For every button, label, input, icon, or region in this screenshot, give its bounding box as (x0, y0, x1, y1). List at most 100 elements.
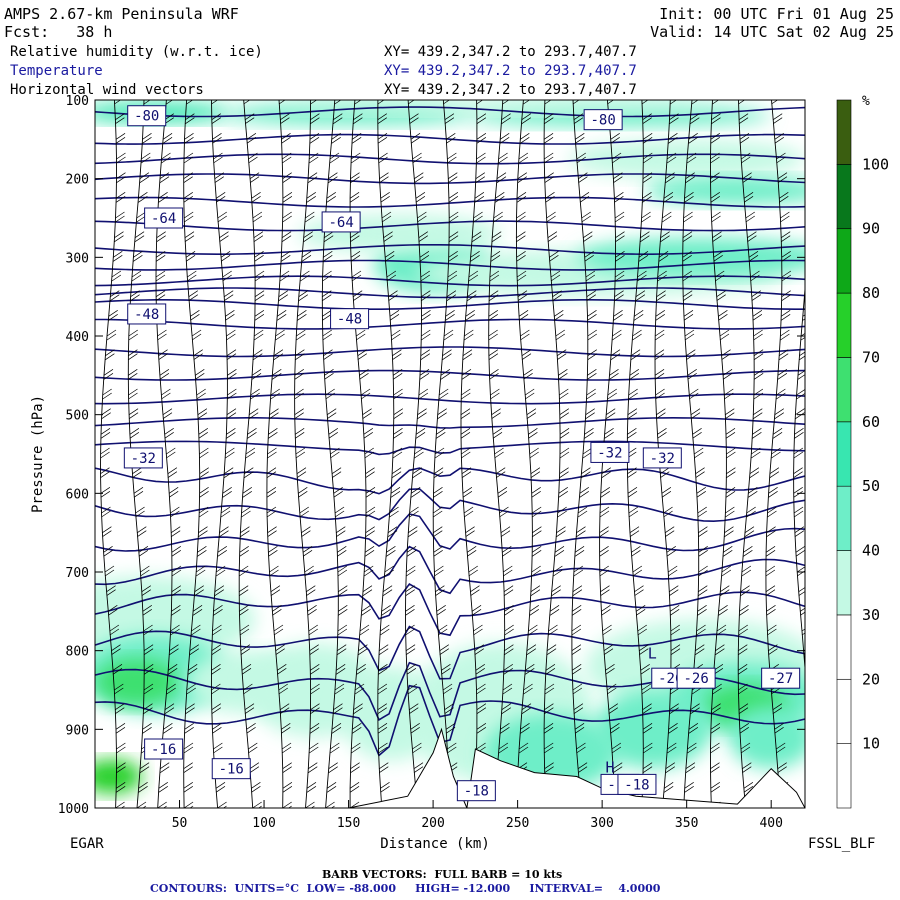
isotherm-label: -64 (321, 211, 361, 233)
isotherm-label: -64 (144, 207, 184, 229)
x-tick-label: 100 (252, 816, 275, 831)
isotherm-label-text: -32 (131, 451, 156, 467)
isotherm-label-box (127, 105, 167, 127)
field-rh-xy: XY= 439.2,347.2 to 293.7,407.7 (384, 44, 637, 60)
barb-legend: BARB VECTORS: FULL BARB = 10 kts (322, 868, 563, 881)
barb-feathers (765, 100, 792, 808)
isotherm-label: -32 (123, 447, 163, 469)
field-wind-name: Horizontal wind vectors (10, 82, 204, 98)
x-tick-label: 150 (337, 816, 360, 831)
rh-blob (95, 658, 180, 706)
barb-feathers (627, 100, 653, 808)
isotherm-label: -16 (211, 758, 251, 780)
y-tick-label: 700 (66, 566, 89, 581)
isotherm-label-box (211, 758, 251, 780)
barb-feathers (349, 100, 376, 808)
colorbar-label: 70 (862, 348, 880, 366)
barb-feathers (543, 100, 570, 808)
colorbar-bin (836, 228, 852, 294)
isotherm-label-text: -80 (590, 113, 615, 129)
contour-labels: -80-80-64-64-48-48-32-32-32-16-16-18-17-… (123, 105, 801, 802)
field-temp-xy: XY= 439.2,347.2 to 293.7,407.7 (384, 63, 637, 79)
colorbar-label: 100 (862, 155, 889, 173)
isotherm-label-box (642, 447, 682, 469)
isotherm-label: -80 (127, 105, 167, 127)
isotherm-label-box (144, 738, 184, 760)
isotherm-label-box (330, 308, 370, 330)
isotherm-label-text: -80 (134, 109, 159, 125)
barb-feathers (793, 295, 805, 655)
isotherm-label-text: -16 (219, 762, 244, 778)
y-tick-label: 600 (66, 487, 89, 502)
x-tick-label: 350 (675, 816, 698, 831)
colorbar-bin (836, 357, 852, 423)
isotherm-label-box (321, 211, 361, 233)
isotherm-label-text: -32 (597, 445, 622, 461)
field-wind-xy: XY= 439.2,347.2 to 293.7,407.7 (384, 82, 637, 98)
colorbar-bin (836, 485, 852, 551)
colorbar-bin (836, 164, 852, 230)
colorbar-label: 80 (862, 284, 880, 302)
init-time: Init: 00 UTC Fri 01 Aug 25 (659, 5, 894, 23)
x-axis-title: Distance (km) (380, 836, 490, 852)
colorbar-bin (836, 292, 852, 358)
isotherm-label: -18 (617, 773, 657, 795)
isotherm-label-box (456, 780, 496, 802)
isotherm-label-box (123, 447, 163, 469)
y-tick-label: 100 (66, 94, 89, 109)
x-start-station: EGAR (70, 836, 104, 852)
model-title: AMPS 2.67-km Peninsula WRF (4, 5, 239, 23)
barb-feathers (294, 100, 320, 808)
isotherm-line (95, 244, 805, 255)
barb-feathers (211, 100, 237, 808)
barb-feathers (322, 100, 348, 808)
barb-feathers (405, 100, 431, 808)
y-tick-label: 800 (66, 645, 89, 660)
isotherm-label-box (676, 667, 716, 689)
terrain-mask (95, 727, 805, 808)
barb-feathers (654, 100, 681, 808)
isotherm-line (95, 196, 805, 208)
colorbar-label: 90 (862, 220, 880, 238)
isotherm-label-text: -64 (328, 215, 353, 231)
x-tick-label: 50 (172, 816, 188, 831)
isotherm-label-text: -48 (337, 312, 362, 328)
axes: 100 200 300 400 500 600 700 800 900 1000 50 100 150 2… (58, 94, 805, 831)
colorbar-label: 60 (862, 413, 880, 431)
isotherm-label: -32 (590, 441, 630, 463)
field-temp-name: Temperature (10, 63, 103, 79)
isotherm-label-text: -32 (650, 451, 675, 467)
y-axis-title: Pressure (hPa) (30, 395, 46, 513)
barb-feathers (155, 100, 182, 808)
barb-feathers (738, 100, 764, 808)
isotherm-label-text: -27 (768, 671, 793, 687)
isotherm-label-text: -48 (134, 307, 159, 323)
barb-feathers (266, 100, 293, 808)
isotherm-line (95, 467, 805, 495)
pressure-marker: L (648, 645, 657, 663)
colorbar-bin (836, 421, 852, 487)
isotherm-label-text: -18 (464, 784, 489, 800)
y-tick-label: 1000 (58, 802, 89, 817)
forecast-hour: Fcst: 38 h (4, 23, 113, 41)
terrain-surface (95, 727, 805, 808)
x-tick-label: 250 (506, 816, 529, 831)
barb-feathers (377, 100, 403, 808)
y-tick-label: 500 (66, 409, 89, 424)
y-tick-label: 900 (66, 723, 89, 738)
isotherm-label: -32 (642, 447, 682, 469)
y-tick-label: 200 (66, 173, 89, 188)
isotherm-label-text: -18 (624, 777, 649, 793)
isotherm-line (95, 220, 805, 232)
isotherm-label: -26 (676, 667, 716, 689)
barb-feathers (433, 100, 459, 808)
isotherm-label: -18 (456, 780, 496, 802)
isotherm-line (95, 440, 805, 456)
isotherm-line (95, 416, 805, 429)
isotherm-label-box (617, 773, 657, 795)
colorbar-label: 50 (862, 477, 880, 495)
x-tick-label: 400 (759, 816, 782, 831)
isotherm-line (95, 582, 805, 637)
isotherm-label: -48 (330, 308, 370, 330)
